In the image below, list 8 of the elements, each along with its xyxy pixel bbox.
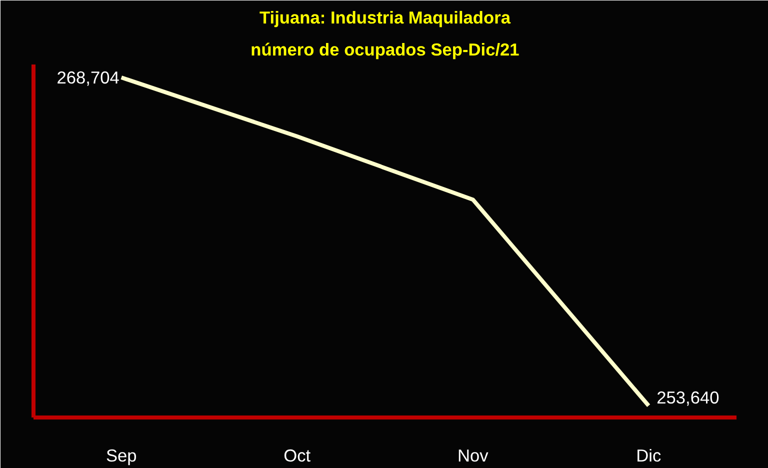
data-label: 268,704 <box>56 67 120 88</box>
x-tick-label: Sep <box>106 446 137 466</box>
x-tick-label: Dic <box>636 446 662 466</box>
x-tick-label: Nov <box>457 446 489 466</box>
chart-title: Tijuana: Industria Maquiladora <box>260 8 511 28</box>
chart-subtitle: número de ocupados Sep-Dic/21 <box>250 40 520 60</box>
data-label: 253,640 <box>656 388 720 408</box>
x-tick-label: Oct <box>284 446 311 466</box>
